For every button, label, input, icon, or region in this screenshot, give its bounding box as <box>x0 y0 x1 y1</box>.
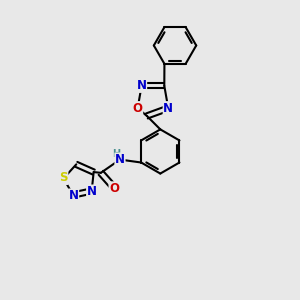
Text: H: H <box>112 149 121 159</box>
Text: O: O <box>109 182 119 195</box>
Text: S: S <box>59 171 68 184</box>
Text: N: N <box>87 185 97 198</box>
Text: N: N <box>163 102 173 115</box>
Text: O: O <box>133 102 142 115</box>
Text: N: N <box>69 189 79 202</box>
Text: N: N <box>115 153 125 166</box>
Text: N: N <box>136 79 147 92</box>
